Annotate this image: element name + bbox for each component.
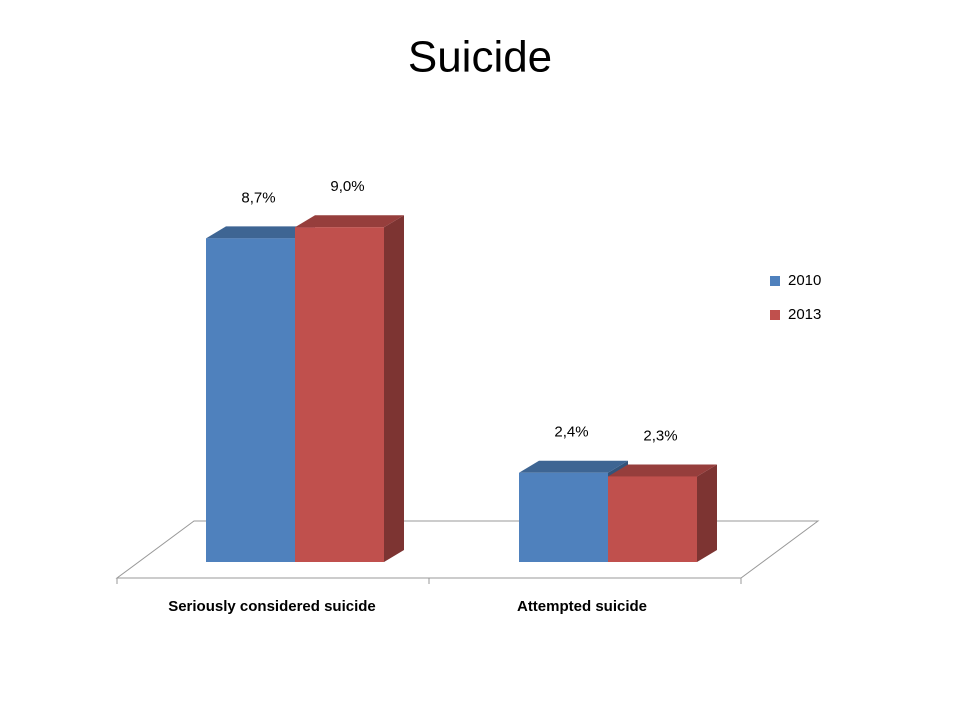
value-label: 8,7% <box>241 189 275 206</box>
bar <box>519 472 608 562</box>
bar-side <box>384 215 404 562</box>
bar-top <box>608 464 717 477</box>
bar-top <box>519 460 628 473</box>
value-label: 9,0% <box>330 178 364 195</box>
bar <box>608 476 697 562</box>
value-label: 2,3% <box>643 427 677 444</box>
legend-label: 2010 <box>788 272 821 289</box>
bar-top <box>206 226 315 239</box>
legend-label: 2013 <box>788 306 821 323</box>
legend-swatch <box>770 276 780 286</box>
floor <box>115 520 820 579</box>
bar-side <box>697 464 717 562</box>
legend-swatch <box>770 310 780 320</box>
bar <box>295 227 384 562</box>
value-label: 2,4% <box>554 424 588 441</box>
chart-title: Suicide <box>408 33 552 82</box>
x-tick-label: Seriously considered suicide <box>168 598 376 615</box>
x-tick-label: Attempted suicide <box>517 598 647 615</box>
bar <box>206 238 295 563</box>
bar-top <box>295 215 404 228</box>
